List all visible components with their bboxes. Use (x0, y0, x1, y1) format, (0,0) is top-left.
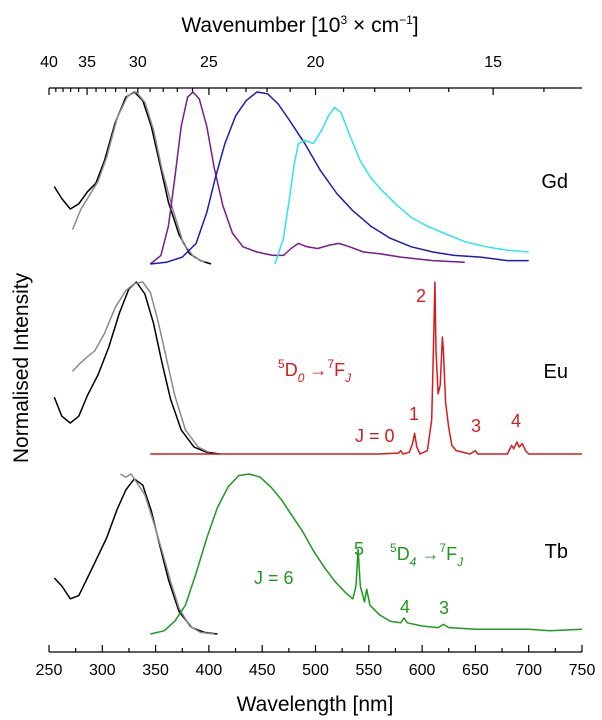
y-axis-title: Normalised Intensity (10, 272, 33, 463)
x-tick-label: 750 (569, 662, 596, 679)
transition-part: J (344, 371, 352, 385)
x-tick-label: 500 (302, 662, 329, 679)
x-tick-label: 650 (462, 662, 489, 679)
panel-label-tb: Tb (545, 541, 568, 563)
x-tick-label: 600 (409, 662, 436, 679)
series-line-eu-1 (71, 281, 210, 453)
tb-transition-label: 5D4 →7FJ (390, 541, 464, 569)
top-tick-label: 35 (78, 54, 96, 71)
transition-part: D (285, 360, 298, 380)
eu-peak-label: J = 0 (355, 426, 395, 446)
series-line-eu-0 (53, 281, 220, 455)
transition-part: → (416, 544, 439, 564)
transition-part: 5 (390, 541, 397, 555)
x-tick-label: 700 (515, 662, 542, 679)
tb-peak-label: 5 (354, 539, 364, 559)
top-tick-label: 25 (200, 54, 218, 71)
transition-part: 4 (410, 555, 417, 569)
eu-peak-label: 4 (511, 411, 521, 431)
tb-peak-label: J = 6 (254, 568, 294, 588)
x-tick-label: 250 (36, 662, 63, 679)
x-tick-label: 350 (142, 662, 169, 679)
panel-label-gd: Gd (541, 171, 568, 193)
series-line-gd-4 (274, 106, 529, 265)
eu-peak-label: 2 (416, 286, 426, 306)
series-line-tb-0 (53, 478, 218, 635)
transition-part: 5 (278, 357, 285, 371)
series-line-tb-2 (150, 473, 583, 635)
series-layer (53, 91, 583, 635)
series-line-gd-3 (150, 91, 529, 265)
x-axis-title: Wavelength [nm] (237, 693, 394, 716)
transition-part: F (446, 544, 457, 564)
eu-peak-label: 3 (471, 416, 481, 436)
series-line-gd-2 (149, 91, 465, 265)
x-tick-label: 550 (355, 662, 382, 679)
top-tick-label: 30 (129, 54, 147, 71)
transition-part: 7 (327, 357, 334, 371)
series-line-eu-2 (150, 281, 582, 455)
transition-part: F (334, 360, 345, 380)
transition-part: 7 (439, 541, 446, 555)
transition-part: 0 (298, 371, 305, 385)
top-axis-title: Wavenumber [103 × cm−1] (181, 13, 418, 37)
panel-label-eu: Eu (544, 361, 568, 383)
tb-peak-label: 4 (400, 597, 410, 617)
top-tick-label: 15 (484, 54, 502, 71)
series-line-tb-1 (120, 473, 215, 635)
series-line-gd-1 (71, 91, 205, 263)
transition-part: → (304, 360, 327, 380)
transition-part: J (456, 555, 464, 569)
eu-peak-label: 1 (409, 404, 419, 424)
series-line-gd-0 (53, 91, 212, 265)
tb-peak-label: 3 (439, 598, 449, 618)
x-tick-label: 400 (196, 662, 223, 679)
top-tick-label: 20 (307, 54, 325, 71)
x-tick-label: 300 (89, 662, 116, 679)
eu-transition-label: 5D0 →7FJ (278, 357, 352, 385)
top-tick-label: 40 (40, 54, 58, 71)
x-tick-label: 450 (249, 662, 276, 679)
transition-part: D (397, 544, 410, 564)
